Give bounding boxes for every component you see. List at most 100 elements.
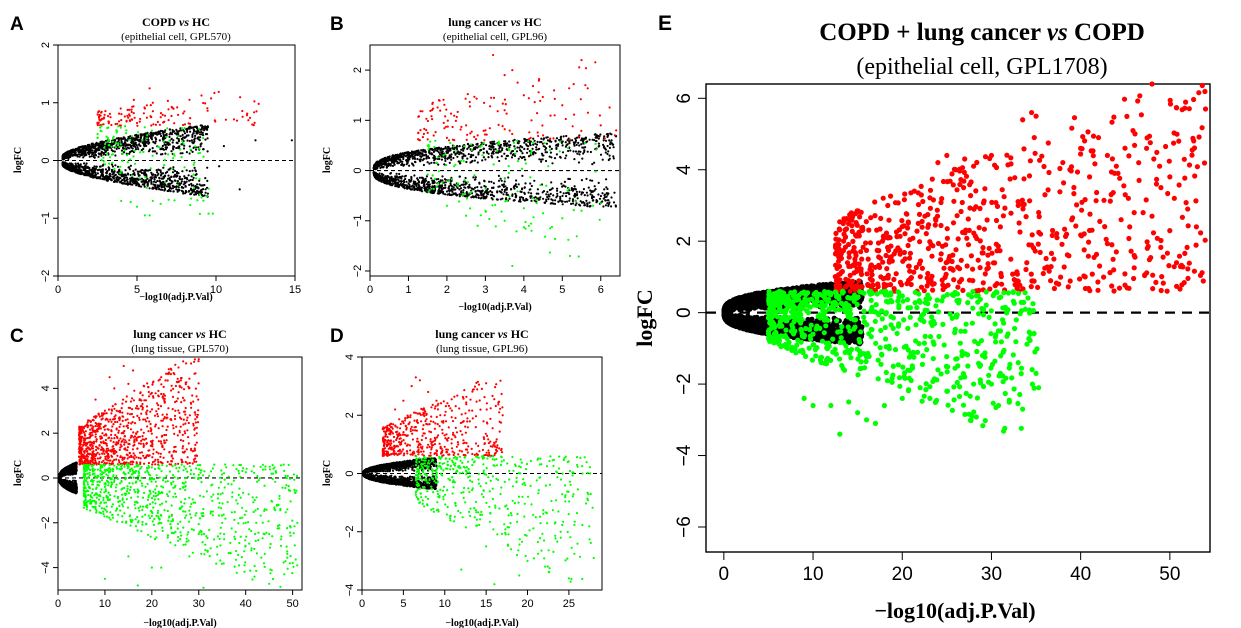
- data-point: [427, 148, 430, 151]
- data-point: [132, 137, 135, 140]
- data-point: [444, 153, 447, 156]
- data-point: [463, 192, 466, 195]
- data-point: [469, 143, 473, 146]
- data-point: [605, 178, 608, 181]
- data-point: [476, 161, 479, 164]
- y-tick-label: −1: [40, 212, 52, 225]
- data-point: [439, 189, 442, 192]
- data-point: [599, 124, 602, 127]
- data-point: [474, 176, 477, 179]
- data-point: [390, 158, 393, 161]
- data-point: [433, 177, 436, 180]
- data-point: [204, 102, 207, 105]
- data-point: [110, 163, 114, 166]
- data-point: [601, 158, 604, 161]
- data-point: [98, 145, 101, 148]
- data-point: [120, 170, 123, 173]
- data-point: [561, 200, 564, 203]
- data-point: [447, 180, 450, 183]
- data-point: [87, 152, 90, 155]
- data-point: [418, 185, 421, 188]
- data-point: [162, 180, 165, 183]
- data-point: [176, 135, 179, 138]
- data-point: [520, 150, 523, 153]
- data-point: [462, 149, 465, 152]
- data-point: [456, 184, 459, 187]
- data-point: [489, 193, 492, 196]
- data-point: [179, 152, 182, 155]
- data-point: [428, 162, 431, 165]
- data-point: [577, 161, 581, 164]
- data-point: [161, 144, 164, 148]
- data-point: [592, 199, 595, 202]
- data-point: [204, 188, 207, 191]
- data-point: [148, 141, 151, 144]
- data-point: [571, 139, 574, 142]
- data-point: [202, 184, 205, 187]
- data-point: [160, 173, 163, 176]
- data-point: [568, 199, 571, 202]
- data-point: [162, 136, 165, 139]
- data-point: [582, 188, 586, 191]
- data-point: [159, 169, 162, 172]
- data-point: [471, 159, 474, 163]
- data-point: [115, 137, 118, 140]
- data-point: [107, 120, 110, 123]
- data-point: [194, 193, 198, 196]
- data-point: [466, 157, 469, 160]
- y-tick-label: 2: [40, 42, 52, 48]
- data-point: [499, 143, 502, 146]
- data-point: [530, 119, 533, 122]
- data-point: [192, 142, 195, 145]
- data-point: [519, 145, 522, 148]
- data-point: [144, 169, 147, 172]
- data-point: [190, 197, 193, 200]
- data-point: [111, 161, 114, 164]
- data-point: [200, 128, 203, 131]
- data-point: [504, 157, 507, 160]
- data-point: [85, 173, 88, 176]
- data-point: [452, 156, 455, 160]
- data-point: [430, 152, 433, 155]
- data-point: [132, 155, 135, 158]
- data-point: [516, 160, 520, 163]
- data-point: [585, 177, 588, 180]
- data-point: [576, 152, 579, 155]
- data-point: [504, 200, 507, 203]
- data-point: [598, 144, 601, 147]
- data-point: [552, 194, 555, 197]
- data-point: [464, 186, 467, 189]
- data-point: [151, 174, 154, 177]
- data-point: [606, 187, 609, 191]
- data-point: [419, 110, 422, 113]
- data-point: [425, 129, 428, 132]
- data-point: [424, 151, 427, 154]
- data-point: [182, 142, 185, 145]
- data-point: [74, 148, 78, 151]
- data-point: [142, 141, 145, 145]
- data-point: [447, 189, 450, 192]
- data-point: [450, 158, 453, 161]
- data-point: [207, 212, 210, 215]
- data-point: [192, 173, 195, 176]
- data-point: [513, 184, 517, 187]
- data-point: [580, 143, 583, 146]
- data-point: [597, 142, 601, 145]
- data-point: [604, 139, 608, 142]
- data-point: [135, 144, 138, 147]
- data-point: [167, 153, 170, 156]
- data-point: [175, 146, 178, 150]
- data-point: [431, 174, 434, 177]
- data-point: [515, 139, 519, 142]
- data-point: [89, 175, 92, 178]
- data-point: [100, 150, 103, 153]
- data-point: [119, 172, 122, 175]
- data-point: [99, 140, 102, 144]
- data-point: [531, 147, 534, 150]
- x-tick-label: 30: [193, 598, 205, 610]
- data-point: [494, 225, 497, 228]
- data-point: [555, 146, 558, 149]
- data-point: [561, 203, 564, 206]
- data-point: [113, 150, 116, 153]
- data-point: [588, 201, 591, 204]
